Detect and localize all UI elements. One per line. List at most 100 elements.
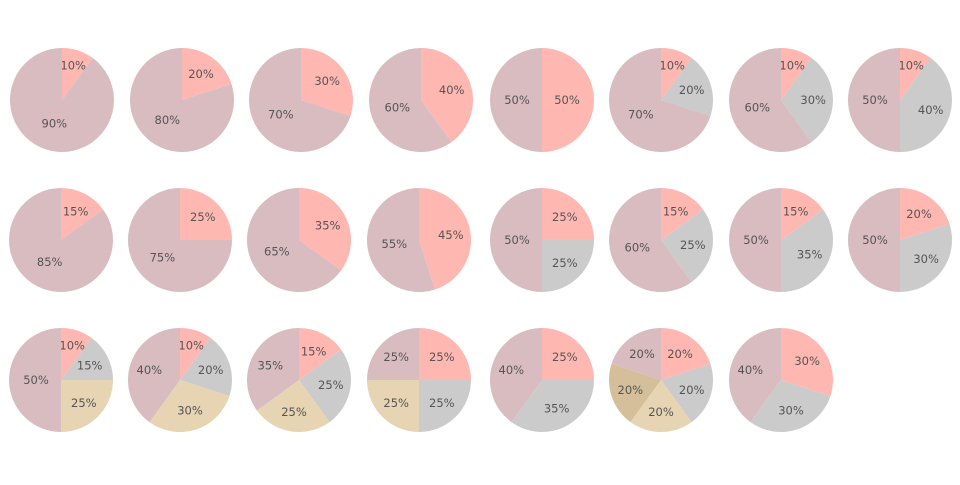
pie-slice xyxy=(247,328,299,411)
pie-slice xyxy=(180,188,232,240)
pie-slice xyxy=(848,48,900,152)
slice-label: 25% xyxy=(383,350,409,364)
pie-chart-4: 40% 60% xyxy=(368,47,473,153)
slice-label: 40% xyxy=(738,363,764,377)
slice-label: 20% xyxy=(629,347,655,361)
slice-label: 25% xyxy=(680,238,706,252)
slice-label: 10% xyxy=(60,58,86,72)
pie-slice xyxy=(367,328,419,380)
pie-slice xyxy=(729,328,781,423)
slice-label: 10% xyxy=(898,58,924,72)
slice-label: 75% xyxy=(150,251,176,265)
slice-label: 70% xyxy=(628,108,654,122)
pie-slice xyxy=(129,48,234,152)
slice-label: 15% xyxy=(301,344,327,358)
pie-slice xyxy=(256,380,330,432)
pie-slice xyxy=(661,48,692,100)
pie-slice xyxy=(542,188,594,240)
slice-label: 20% xyxy=(188,67,214,81)
pie-slice xyxy=(419,328,471,380)
slice-label: 20% xyxy=(667,347,693,361)
pie-chart-20: 25% 25% 25% 25% xyxy=(367,328,471,432)
pie-slice xyxy=(609,363,661,423)
pie-slice xyxy=(149,380,230,432)
slice-label: 30% xyxy=(800,93,826,107)
pie-chart-19: 15% 25% 25% 35% xyxy=(247,328,351,432)
slice-label: 10% xyxy=(779,58,805,72)
pie-chart-23: 30% 30% 40% xyxy=(729,328,833,432)
slice-label: 60% xyxy=(625,241,651,255)
slice-label: 20% xyxy=(618,383,644,397)
slice-label: 25% xyxy=(190,210,216,224)
pie-slice xyxy=(128,188,232,292)
pie-chart-22: 20% 20% 20% 20% 20% xyxy=(609,328,713,432)
slice-label: 10% xyxy=(59,338,85,352)
slice-label: 60% xyxy=(745,101,771,115)
pie-slice xyxy=(781,48,812,100)
pie-slice xyxy=(9,47,114,153)
pie-chart-1: 10% 90% xyxy=(9,47,114,153)
pie-chart-13: 25% 25% 50% xyxy=(490,188,594,292)
pie-slice xyxy=(367,380,419,432)
slice-label: 70% xyxy=(268,108,294,122)
slice-label: 25% xyxy=(71,396,97,410)
pie-chart-5: 50% 50% xyxy=(490,48,594,152)
slice-label: 40% xyxy=(439,83,465,97)
slice-label: 30% xyxy=(177,404,203,418)
pie-slice xyxy=(900,48,931,100)
pie-slice xyxy=(630,380,692,432)
slice-label: 50% xyxy=(862,233,888,247)
slice-label: 15% xyxy=(63,204,89,218)
pie-slice xyxy=(490,188,542,292)
pie-slice xyxy=(661,209,713,283)
slice-label: 25% xyxy=(429,396,455,410)
slice-label: 35% xyxy=(797,248,823,262)
slice-label: 90% xyxy=(42,117,68,131)
pie-slice xyxy=(781,328,833,397)
pie-slice xyxy=(419,380,471,432)
pie-slice xyxy=(248,48,351,152)
pie-slice xyxy=(62,48,93,100)
pie-slice xyxy=(542,328,594,380)
slice-label: 50% xyxy=(743,233,769,247)
pie-slice xyxy=(729,188,781,292)
slice-label: 50% xyxy=(23,373,49,387)
pie-slice xyxy=(8,188,113,292)
pie-chart-16: 20% 30% 50% xyxy=(848,188,952,292)
pie-slice xyxy=(9,328,61,432)
pie-slice xyxy=(611,328,661,380)
slice-label: 50% xyxy=(554,93,580,107)
slice-label: 30% xyxy=(314,74,340,88)
pie-slice xyxy=(661,363,713,423)
slice-label: 20% xyxy=(648,405,674,419)
pie-slice xyxy=(128,328,180,423)
slice-label: 50% xyxy=(862,93,888,107)
pie-slice xyxy=(848,188,900,292)
pie-slice xyxy=(900,57,952,152)
slice-label: 25% xyxy=(383,396,409,410)
pie-slice xyxy=(661,188,704,240)
slice-label: 25% xyxy=(318,378,344,392)
pie-slice xyxy=(490,328,542,423)
slice-label: 35% xyxy=(258,358,284,372)
pie-chart-14: 15% 25% 60% xyxy=(608,187,713,293)
pie-chart-21: 25% 35% 40% xyxy=(490,328,594,432)
pie-chart-8: 10% 40% 50% xyxy=(848,48,952,152)
slice-label: 35% xyxy=(544,402,570,416)
slice-label: 25% xyxy=(552,210,578,224)
pie-slice xyxy=(61,337,113,380)
slice-label: 25% xyxy=(552,256,578,270)
pie-chart-6: 10% 20% 70% xyxy=(608,47,713,152)
slice-label: 15% xyxy=(663,204,689,218)
slice-label: 30% xyxy=(778,404,804,418)
pie-slice xyxy=(61,188,104,240)
slice-label: 55% xyxy=(382,237,408,251)
slice-label: 40% xyxy=(918,103,944,117)
pie-slice xyxy=(180,328,211,380)
pie-slice xyxy=(542,240,594,292)
pie-slice xyxy=(511,380,594,432)
pie-slice xyxy=(661,57,713,117)
pie-chart-17: 10% 15% 25% 50% xyxy=(9,328,113,432)
